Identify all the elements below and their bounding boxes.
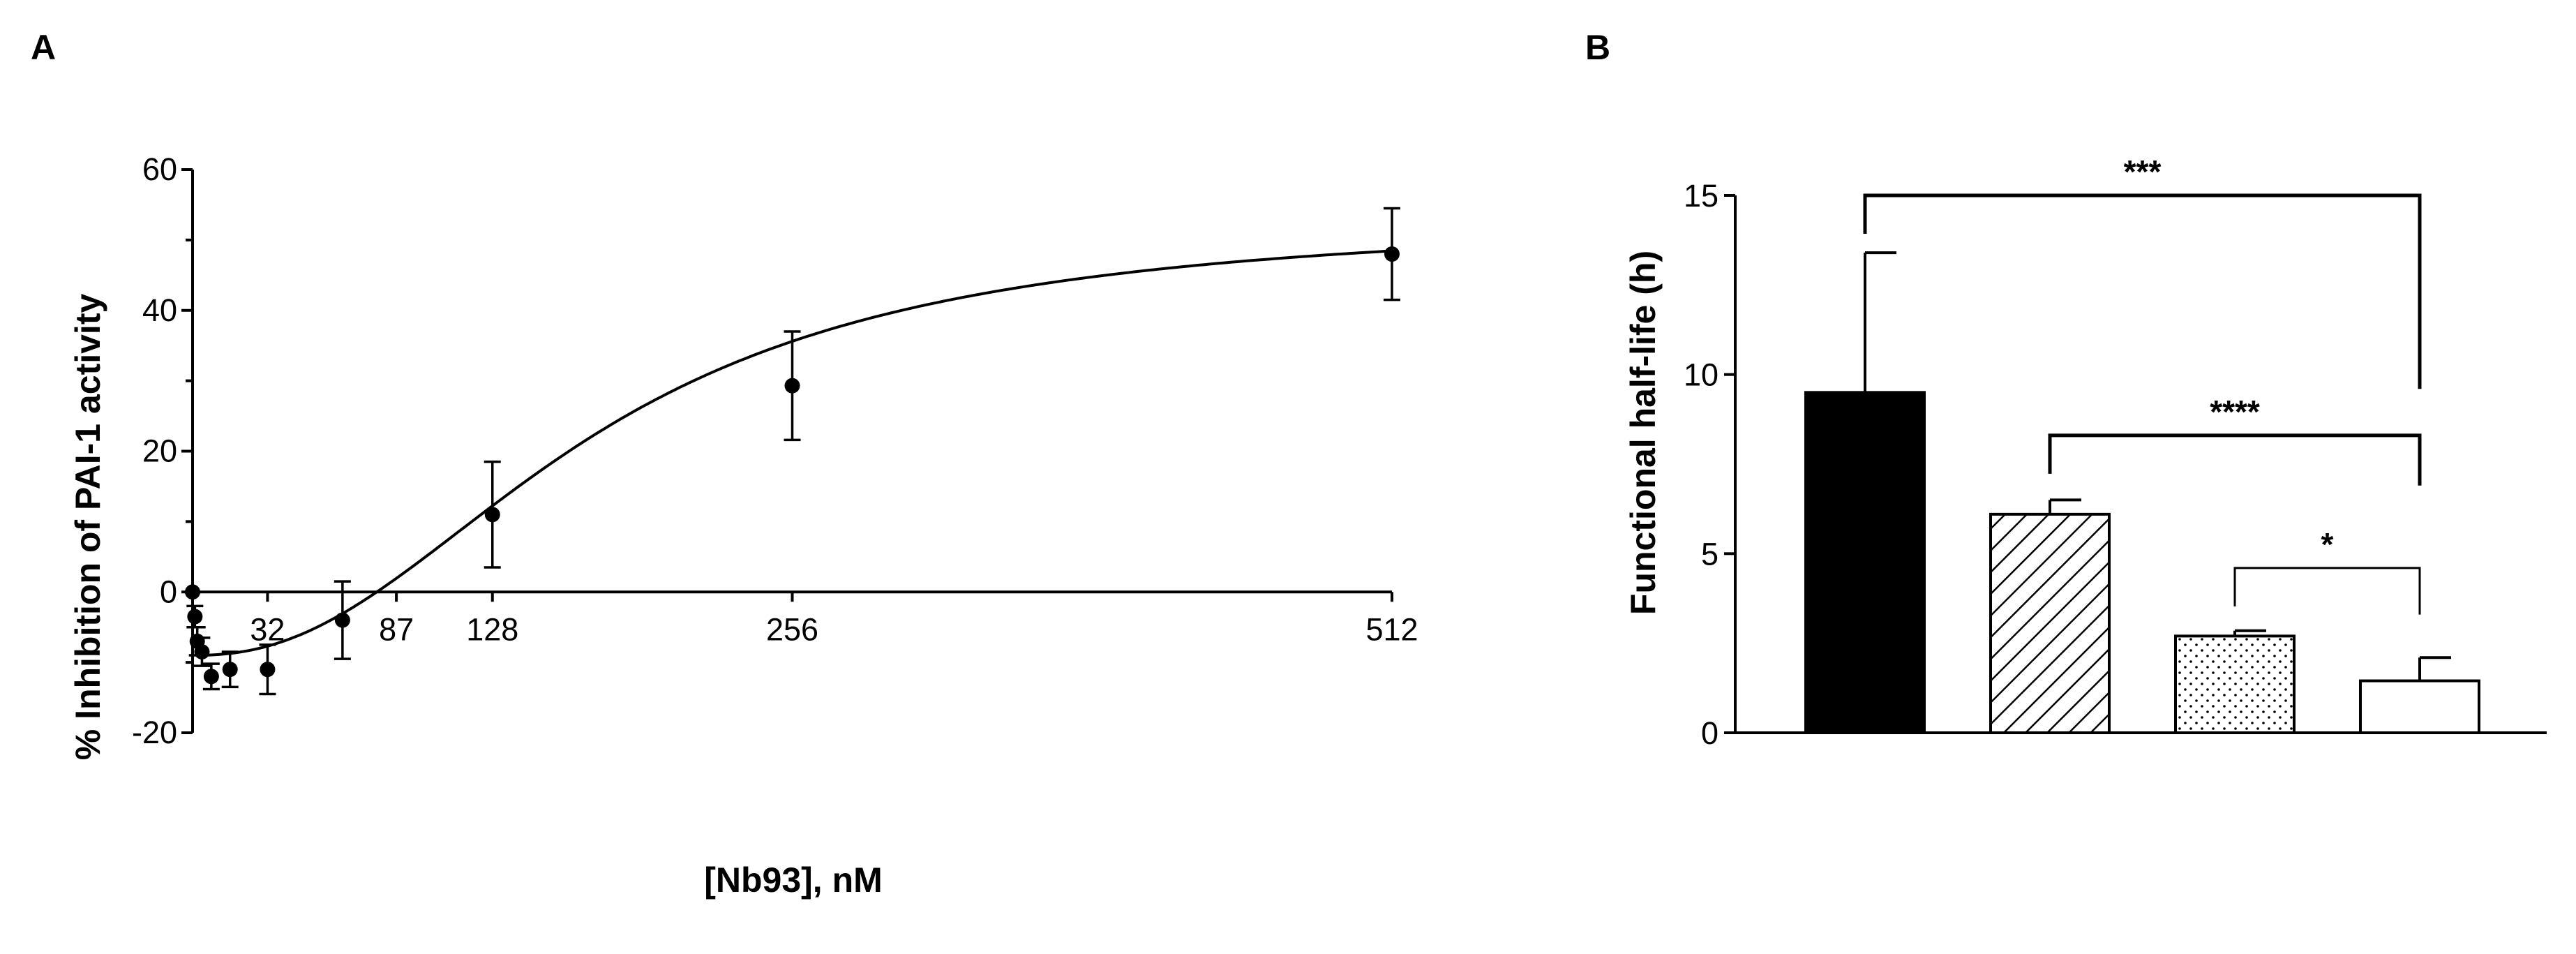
- data-point: [203, 669, 219, 685]
- fit-curve: [197, 249, 1393, 657]
- y-tick-label: 0: [160, 574, 177, 609]
- x-axis-title: [Nb93], nM: [704, 860, 883, 900]
- bracket-line: [2233, 567, 2421, 615]
- significance-bracket: ****: [2048, 394, 2422, 486]
- data-point: [334, 612, 350, 628]
- x-tick-label: 512: [1365, 611, 1418, 647]
- half-life-chart-significance: ********: [1863, 154, 2422, 615]
- data-point: [260, 662, 276, 678]
- data-point: [222, 662, 238, 678]
- bracket-line: [1863, 193, 2422, 389]
- half-life-chart-bars: [1804, 251, 2480, 735]
- y-axis-title-b: Functional half-life (h): [1624, 251, 1663, 615]
- data-point: [187, 609, 203, 625]
- y-tick-label-b: 15: [1684, 178, 1718, 214]
- significance-label: ***: [2124, 154, 2162, 190]
- significance-label: *: [2321, 526, 2334, 562]
- data-point: [1384, 246, 1400, 262]
- x-tick-label: 87: [379, 611, 414, 647]
- significance-bracket: ***: [1863, 154, 2422, 389]
- y-tick-label: 40: [142, 292, 177, 328]
- y-tick-label-b: 0: [1701, 715, 1718, 751]
- inhibition-chart-fit: [197, 249, 1393, 657]
- y-tick-label: 60: [142, 151, 177, 187]
- significance-label: ****: [2210, 394, 2260, 430]
- inhibition-chart-points: [185, 207, 1400, 696]
- x-tick-label: 256: [766, 611, 818, 647]
- bar: [1804, 391, 1926, 734]
- y-tick-label-b: 10: [1684, 357, 1718, 393]
- panel-b-letter: B: [1585, 28, 1610, 67]
- x-tick-label: 128: [466, 611, 518, 647]
- significance-bracket: *: [2233, 526, 2421, 615]
- data-point: [784, 378, 800, 394]
- panel-a-letter: A: [31, 28, 56, 67]
- y-tick-label: -20: [132, 715, 177, 750]
- bar: [2174, 634, 2296, 735]
- data-point: [185, 584, 200, 600]
- data-point: [484, 507, 500, 523]
- data-point: [194, 643, 210, 659]
- y-axis-title: % Inhibition of PAI-1 activity: [68, 294, 107, 761]
- bracket-line: [2048, 433, 2422, 486]
- bar: [2359, 679, 2480, 734]
- y-tick-label: 20: [142, 433, 177, 469]
- bar: [1989, 512, 2111, 734]
- inhibition-chart-axes: [191, 170, 1392, 733]
- y-tick-label-b: 5: [1701, 536, 1718, 572]
- half-life-chart-ticks: 0 5 10 15: [1684, 178, 1735, 751]
